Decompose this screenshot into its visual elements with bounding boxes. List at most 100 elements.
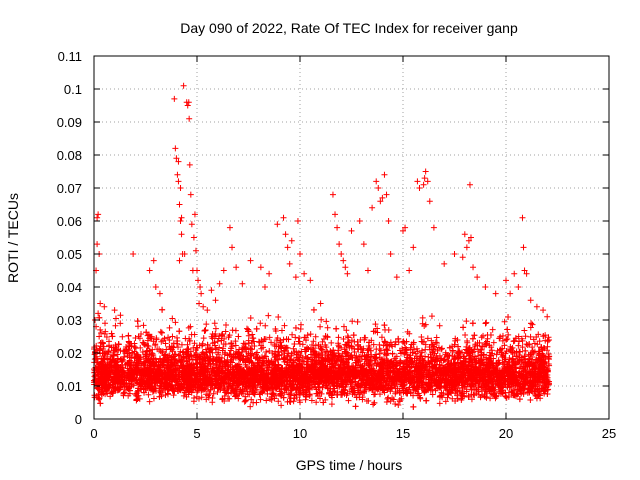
- data-point: [419, 347, 426, 354]
- data-point: [210, 390, 217, 397]
- data-point: [546, 336, 553, 343]
- data-point: [343, 327, 350, 334]
- data-point: [165, 334, 172, 341]
- data-point: [150, 395, 157, 402]
- data-point: [413, 345, 420, 352]
- data-point: [490, 339, 497, 346]
- data-point: [140, 322, 147, 329]
- data-point: [203, 321, 210, 328]
- data-point: [501, 342, 508, 349]
- data-point: [302, 396, 309, 403]
- data-point: [385, 358, 392, 365]
- data-point: [275, 398, 282, 405]
- data-point: [290, 345, 297, 352]
- data-point: [524, 341, 531, 348]
- data-point: [247, 315, 254, 322]
- data-point: [263, 397, 270, 404]
- data-point: [344, 333, 351, 340]
- data-point: [527, 333, 534, 340]
- data-point: [184, 341, 191, 348]
- data-point: [493, 351, 500, 358]
- scatter-points: [91, 82, 553, 410]
- data-point: [157, 328, 164, 335]
- data-point: [117, 320, 124, 327]
- data-point: [439, 345, 446, 352]
- data-point: [98, 329, 105, 336]
- data-point: [191, 331, 198, 338]
- data-point: [98, 339, 105, 346]
- data-point: [232, 327, 239, 334]
- data-point: [175, 352, 182, 359]
- data-point: [174, 338, 181, 345]
- data-point: [186, 357, 193, 364]
- data-point: [471, 353, 478, 360]
- data-point: [419, 338, 426, 345]
- data-point: [312, 333, 319, 340]
- data-point: [180, 392, 187, 399]
- data-point: [317, 323, 324, 330]
- data-point: [247, 403, 254, 410]
- data-point: [373, 346, 380, 353]
- data-point: [463, 318, 470, 325]
- data-point: [428, 313, 435, 320]
- data-point: [289, 331, 296, 338]
- data-point: [172, 319, 179, 326]
- data-point: [268, 339, 275, 346]
- data-point: [536, 338, 543, 345]
- data-point: [102, 320, 109, 327]
- data-point: [483, 319, 490, 326]
- data-point: [324, 324, 331, 331]
- data-point: [527, 396, 534, 403]
- data-point: [376, 350, 383, 357]
- data-point: [418, 333, 425, 340]
- data-point: [359, 349, 366, 356]
- data-point: [125, 332, 132, 339]
- data-point: [370, 341, 377, 348]
- data-point: [489, 326, 496, 333]
- data-point: [458, 396, 465, 403]
- data-point: [345, 397, 352, 404]
- data-point: [503, 336, 510, 343]
- data-point: [249, 331, 256, 338]
- data-point: [522, 333, 529, 340]
- data-point: [262, 322, 269, 329]
- data-point: [436, 322, 443, 329]
- data-point: [422, 321, 429, 328]
- data-point: [152, 342, 159, 349]
- data-point: [185, 324, 192, 331]
- data-point: [176, 352, 183, 359]
- data-point: [349, 318, 356, 325]
- data-point: [414, 348, 421, 355]
- data-point: [428, 337, 435, 344]
- data-point: [107, 356, 114, 363]
- data-point: [422, 346, 429, 353]
- data-point: [209, 399, 216, 406]
- data-point: [222, 328, 229, 335]
- data-point: [166, 324, 173, 331]
- data-point: [292, 334, 299, 341]
- data-point: [417, 395, 424, 402]
- data-point: [433, 334, 440, 341]
- data-point: [145, 391, 152, 398]
- data-point: [482, 393, 489, 400]
- data-point: [296, 334, 303, 341]
- data-point: [266, 334, 273, 341]
- data-point: [478, 334, 485, 341]
- data-point: [497, 333, 504, 340]
- data-point: [480, 332, 487, 339]
- data-point: [385, 326, 392, 333]
- data-point: [442, 398, 449, 405]
- data-point: [114, 351, 121, 358]
- data-point: [269, 350, 276, 357]
- data-point: [436, 400, 443, 407]
- data-point: [275, 313, 282, 320]
- data-point: [240, 340, 247, 347]
- grid: [94, 56, 609, 419]
- chart-title: Day 090 of 2022, Rate Of TEC Index for r…: [180, 20, 518, 36]
- data-point: [265, 312, 272, 319]
- data-point: [250, 399, 257, 406]
- data-point: [153, 335, 160, 342]
- data-point: [383, 399, 390, 406]
- data-point: [200, 335, 207, 342]
